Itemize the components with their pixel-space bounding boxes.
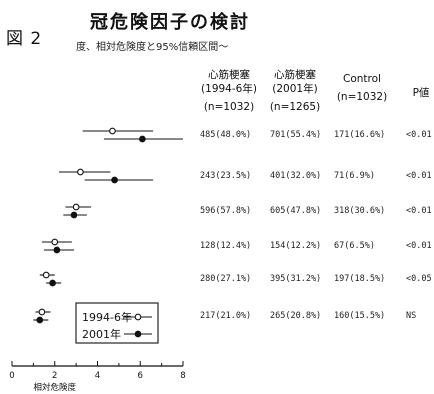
chart-title: 冠危険因子の検討 <box>90 12 250 33</box>
table-cell-mi-2001: 154(12.2%) <box>270 241 322 251</box>
table-cell-mi-1994: 596(57.8%) <box>200 206 252 216</box>
point-estimate-2001 <box>70 211 78 219</box>
column-header-line: (1994-6年) <box>201 83 257 95</box>
legend-label: 1994-6年 <box>82 310 132 324</box>
table-cell-control: 67(6.5%) <box>334 241 375 251</box>
legend-marker <box>134 313 142 321</box>
point-estimate-1994 <box>72 203 80 211</box>
table-cell-p: <0.01 <box>406 206 432 216</box>
table-cell-control: 318(30.6%) <box>334 206 386 216</box>
point-estimate-2001 <box>139 135 146 143</box>
column-header-line: (2001年) <box>272 83 318 95</box>
column-header-line: 心筋梗塞 <box>208 69 250 81</box>
point-estimate-1994 <box>51 238 59 246</box>
table-cell-mi-1994: 280(27.1%) <box>200 274 252 284</box>
point-estimate-1994 <box>38 308 46 316</box>
chart-subtitle: 度、相対危険度と95%信頼区間～ <box>76 42 229 53</box>
column-header-p-value: P値 <box>404 86 434 100</box>
column-header-control: Control (n=1032) <box>332 72 392 104</box>
point-estimate-2001 <box>53 246 61 254</box>
column-header-line: (n=1032) <box>203 101 255 113</box>
x-axis-label: 相対危険度 <box>33 382 76 393</box>
point-estimate-1994 <box>109 127 116 135</box>
table-cell-mi-2001: 701(55.4%) <box>270 130 322 140</box>
table-cell-control: 171(16.6%) <box>334 130 386 140</box>
point-estimate-2001 <box>111 176 118 184</box>
table-cell-mi-2001: 401(32.0%) <box>270 171 322 181</box>
table-cell-mi-1994: 217(21.0%) <box>200 311 252 321</box>
table-cell-control: 71(6.9%) <box>334 171 375 181</box>
table-cell-control: 197(18.5%) <box>334 274 386 284</box>
x-tick-label: 8 <box>180 371 185 381</box>
column-header-line: P値 <box>412 87 430 99</box>
table-cell-mi-2001: 395(31.2%) <box>270 274 322 284</box>
table-cell-mi-1994: 128(12.4%) <box>200 241 252 251</box>
table-cell-p: <0.01 <box>406 130 432 140</box>
x-tick-label: 4 <box>95 371 100 381</box>
point-estimate-1994 <box>77 168 84 176</box>
table-cell-mi-2001: 265(20.8%) <box>270 311 322 321</box>
table-cell-mi-2001: 605(47.8%) <box>270 206 322 216</box>
point-estimate-2001 <box>49 279 56 287</box>
table-cell-p: <0.01 <box>406 171 432 181</box>
table-cell-control: 160(15.5%) <box>334 311 386 321</box>
table-cell-p: <0.05 <box>406 274 432 284</box>
column-header-line: (n=1265) <box>269 101 321 113</box>
column-header-mi-1994: 心筋梗塞 (1994-6年) (n=1032) <box>198 68 260 114</box>
table-cell-p: NS <box>406 311 417 321</box>
column-header-mi-2001: 心筋梗塞 (2001年) (n=1265) <box>264 68 326 114</box>
table-cell-mi-1994: 485(48.0%) <box>200 130 252 140</box>
column-header-line: 心筋梗塞 <box>274 69 316 81</box>
figure-label: 図 2 <box>6 29 43 49</box>
x-tick-label: 2 <box>52 371 57 381</box>
legend-marker <box>134 330 142 338</box>
column-header-line: Control <box>343 73 381 85</box>
table-cell-mi-1994: 243(23.5%) <box>200 171 252 181</box>
column-header-line: (n=1032) <box>336 91 388 103</box>
legend-box <box>75 302 159 344</box>
point-estimate-2001 <box>36 316 44 324</box>
x-tick-label: 6 <box>138 371 143 381</box>
legend-label: 2001年 <box>82 327 121 341</box>
table-cell-p: <0.01 <box>406 241 432 251</box>
x-tick-label: 0 <box>9 371 14 381</box>
point-estimate-1994 <box>42 271 50 279</box>
